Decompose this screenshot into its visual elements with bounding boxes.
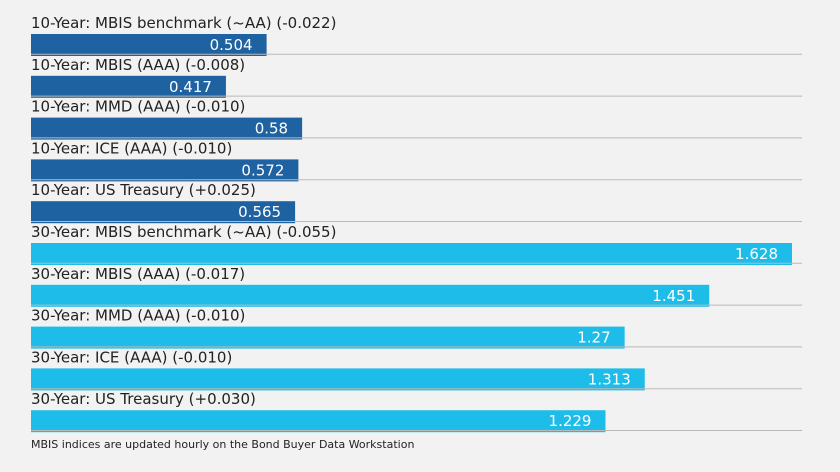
category-label: 10-Year: MBIS (AAA) (-0.008) bbox=[31, 56, 245, 74]
bar bbox=[31, 34, 267, 56]
value-label: 0.504 bbox=[210, 36, 253, 54]
value-label: 1.27 bbox=[577, 329, 610, 347]
bar bbox=[31, 117, 303, 140]
bar bbox=[31, 159, 299, 182]
bar bbox=[31, 243, 792, 265]
category-label: 10-Year: US Treasury (+0.025) bbox=[31, 181, 256, 199]
category-label: 10-Year: ICE (AAA) (-0.010) bbox=[31, 139, 232, 157]
category-label: 30-Year: ICE (AAA) (-0.010) bbox=[31, 348, 232, 366]
category-label: 30-Year: MBIS (AAA) (-0.017) bbox=[31, 265, 245, 283]
value-label: 1.628 bbox=[735, 245, 778, 263]
category-label: 30-Year: US Treasury (+0.030) bbox=[31, 390, 256, 408]
category-label: 10-Year: MMD (AAA) (-0.010) bbox=[31, 98, 245, 116]
value-label: 0.565 bbox=[238, 203, 281, 221]
bar bbox=[31, 326, 625, 349]
value-label: 0.417 bbox=[169, 78, 212, 96]
bar bbox=[31, 368, 645, 391]
category-label: 10-Year: MBIS benchmark (~AA) (-0.022) bbox=[31, 14, 336, 32]
bar bbox=[31, 201, 296, 224]
category-label: 30-Year: MMD (AAA) (-0.010) bbox=[31, 307, 245, 325]
value-label: 0.58 bbox=[255, 120, 288, 138]
value-label: 1.229 bbox=[549, 412, 592, 430]
bar bbox=[31, 410, 606, 433]
bar bbox=[31, 284, 710, 307]
value-label: 0.572 bbox=[241, 161, 284, 179]
footnote: MBIS indices are updated hourly on the B… bbox=[31, 438, 415, 451]
value-label: 1.451 bbox=[652, 287, 695, 305]
value-label: 1.313 bbox=[588, 370, 631, 388]
category-label: 30-Year: MBIS benchmark (~AA) (-0.055) bbox=[31, 223, 336, 241]
bar bbox=[31, 75, 226, 98]
